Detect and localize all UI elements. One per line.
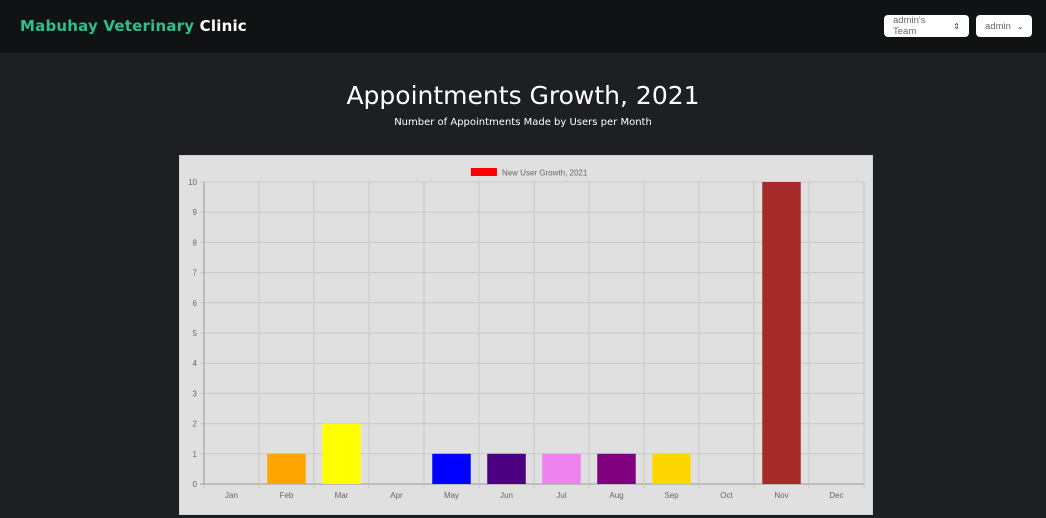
team-dropdown-label: admin's Team bbox=[893, 15, 926, 37]
x-tick-label: Jan bbox=[225, 491, 238, 500]
x-tick-label: Jun bbox=[500, 491, 513, 500]
y-tick-label: 2 bbox=[193, 420, 198, 429]
bar-mar bbox=[322, 423, 361, 484]
y-tick-label: 6 bbox=[193, 299, 198, 308]
y-tick-label: 7 bbox=[193, 269, 198, 278]
bar-chart: 0 1 2 3 4 5 6 7 8 9 10 Jan Feb Mar Apr May Jun Jul Aug Sep O… bbox=[188, 168, 865, 500]
y-tick-label: 8 bbox=[193, 238, 198, 247]
chevron-down-icon: ⌄ bbox=[1016, 21, 1024, 31]
bar-jun bbox=[487, 453, 526, 484]
x-tick-label: Mar bbox=[335, 491, 349, 500]
legend-label: New User Growth, 2021 bbox=[502, 169, 588, 178]
y-tick-label: 3 bbox=[193, 389, 198, 398]
user-dropdown-label: admin bbox=[985, 20, 1011, 32]
x-tick-label: May bbox=[444, 491, 459, 500]
y-tick-label: 1 bbox=[193, 450, 198, 459]
x-tick-label: Aug bbox=[609, 491, 623, 500]
user-dropdown[interactable]: admin ⌄ bbox=[976, 15, 1032, 37]
x-tick-label: Feb bbox=[280, 491, 294, 500]
chart-container: 0 1 2 3 4 5 6 7 8 9 10 Jan Feb Mar Apr May Jun Jul Aug Sep O… bbox=[179, 155, 873, 515]
bar-aug bbox=[597, 453, 636, 484]
x-tick-label: Nov bbox=[774, 491, 788, 500]
top-navbar: Mabuhay Veterinary Clinic admin's Team ⇕… bbox=[0, 0, 1046, 53]
y-tick-label: 4 bbox=[193, 359, 198, 368]
bar-feb bbox=[267, 453, 306, 484]
y-tick-label: 0 bbox=[193, 480, 198, 489]
x-tick-label: Sep bbox=[664, 491, 679, 500]
x-tick-label: Apr bbox=[390, 491, 403, 500]
bar-jul bbox=[542, 453, 581, 484]
bar-may bbox=[432, 453, 471, 484]
brand-logo[interactable]: Mabuhay Veterinary Clinic bbox=[20, 17, 247, 35]
updown-chevron-icon: ⇕ bbox=[953, 21, 960, 31]
x-tick-label: Dec bbox=[829, 491, 843, 500]
y-tick-label: 5 bbox=[193, 329, 198, 338]
page-title: Appointments Growth, 2021 bbox=[346, 81, 700, 110]
y-tick-label: 9 bbox=[193, 208, 198, 217]
bar-nov bbox=[762, 182, 801, 484]
brand-name-part1: Mabuhay Veterinary bbox=[20, 17, 195, 35]
bar-sep bbox=[652, 453, 691, 484]
page-subtitle: Number of Appointments Made by Users per… bbox=[394, 117, 652, 128]
team-dropdown[interactable]: admin's Team ⇕ bbox=[884, 15, 969, 37]
brand-name-part2: Clinic bbox=[199, 17, 247, 35]
y-tick-label: 10 bbox=[188, 178, 197, 187]
legend-swatch bbox=[470, 168, 497, 176]
x-tick-label: Jul bbox=[556, 491, 566, 500]
x-tick-label: Oct bbox=[720, 491, 733, 500]
